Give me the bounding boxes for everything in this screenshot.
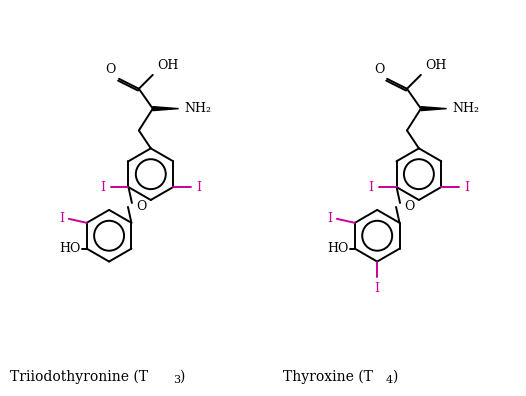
Text: O: O: [374, 63, 384, 76]
Text: I: I: [375, 282, 380, 295]
Text: 3: 3: [173, 375, 180, 385]
Text: Triiodothyronine (T: Triiodothyronine (T: [10, 369, 148, 384]
Text: HO: HO: [59, 242, 81, 255]
Text: O: O: [106, 63, 116, 76]
Text: O: O: [404, 200, 414, 213]
Text: ): ): [179, 370, 184, 384]
Text: OH: OH: [157, 59, 178, 72]
Text: NH₂: NH₂: [185, 102, 211, 115]
Text: NH₂: NH₂: [453, 102, 480, 115]
Polygon shape: [153, 107, 179, 110]
Text: O: O: [136, 200, 146, 213]
Text: OH: OH: [425, 59, 446, 72]
Text: I: I: [369, 181, 373, 194]
Polygon shape: [421, 107, 447, 110]
Text: I: I: [100, 181, 106, 194]
Text: I: I: [464, 181, 469, 194]
Text: HO: HO: [328, 242, 349, 255]
Text: 4: 4: [386, 375, 393, 385]
Text: I: I: [327, 212, 332, 225]
Text: Thyroxine (T: Thyroxine (T: [283, 369, 373, 384]
Text: ): ): [392, 370, 398, 384]
Text: I: I: [59, 212, 64, 225]
Text: I: I: [196, 181, 201, 194]
